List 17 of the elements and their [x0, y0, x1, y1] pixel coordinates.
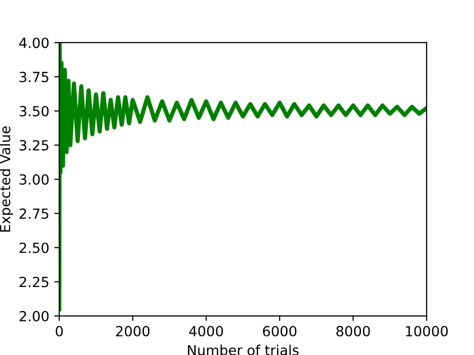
- x-tick-label: 0: [56, 326, 63, 336]
- y-tick-label: 3.25: [20, 140, 48, 151]
- x-tick-label: 6000: [262, 326, 296, 336]
- y-tick-label: 2.25: [20, 276, 48, 288]
- y-tick-label: 4.00: [19, 38, 49, 48]
- y-tick-label: 3.75: [20, 72, 48, 82]
- y-tick-label: 2.75: [20, 208, 48, 219]
- y-tick-label: 2.00: [20, 310, 49, 322]
- y-tick-label: 3.50: [20, 106, 49, 116]
- x-tick-label: 4000: [189, 326, 223, 336]
- y-tick-label: 3.00: [20, 174, 49, 185]
- x-tick-label: 2000: [116, 326, 150, 336]
- y-axis-title: Expected Value: [0, 126, 14, 232]
- x-tick-label: 10000: [406, 326, 448, 336]
- y-tick-label: 2.50: [20, 242, 49, 254]
- x-axis-title: Number of trials: [188, 344, 299, 355]
- x-tick-label: 8000: [336, 326, 370, 336]
